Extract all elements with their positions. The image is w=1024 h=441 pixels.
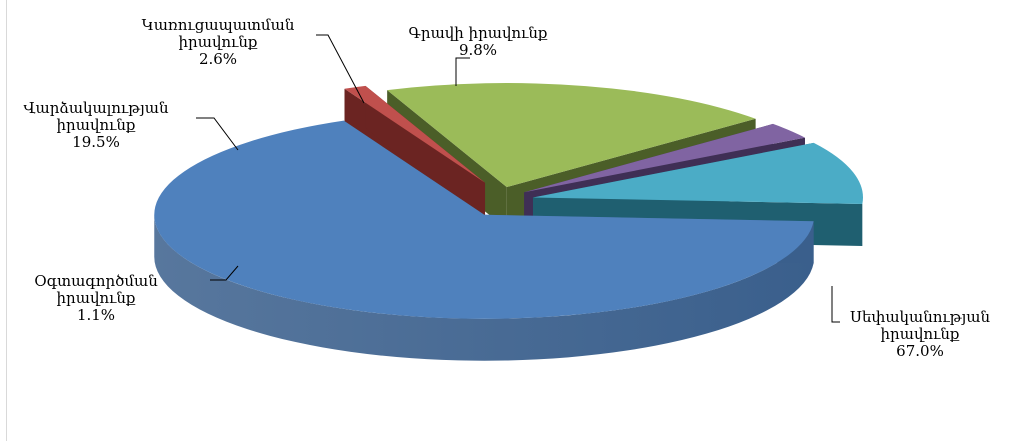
- data-label-value: 67.0%: [896, 342, 944, 360]
- pie-slice-top: [344, 85, 486, 183]
- pie-slice-top: [387, 83, 756, 188]
- data-label-category: իրավունք: [881, 325, 960, 343]
- leader-line: [210, 265, 239, 281]
- pie-slice-top: [524, 123, 805, 193]
- data-label-category: Գրավի իրավունք: [409, 24, 548, 42]
- leader-line: [316, 34, 365, 104]
- pie-slice-2: [344, 85, 486, 225]
- data-label-category: Սեփականության: [850, 308, 990, 326]
- pie-slice-top: [154, 120, 814, 319]
- data-label-category: Օգտագործման: [34, 272, 158, 290]
- pie-slice-top: [532, 142, 863, 204]
- data-label-category: իրավունք: [57, 116, 136, 134]
- data-label-value: 1.1%: [77, 306, 115, 324]
- chart-border: [6, 0, 7, 441]
- data-label-category: Վարձակալության: [23, 99, 169, 117]
- data-label-category: իրավունք: [179, 33, 258, 51]
- leader-line: [196, 117, 239, 151]
- data-label-category: Կառուցապատման: [142, 16, 295, 34]
- data-label-value: 2.6%: [199, 50, 237, 68]
- leader-line: [455, 57, 470, 86]
- data-label-value: 19.5%: [72, 133, 120, 151]
- data-label-category: իրավունք: [57, 289, 136, 307]
- pie-slice-1: [154, 120, 814, 361]
- data-label-value: 9.8%: [459, 41, 497, 59]
- leader-line: [831, 286, 840, 323]
